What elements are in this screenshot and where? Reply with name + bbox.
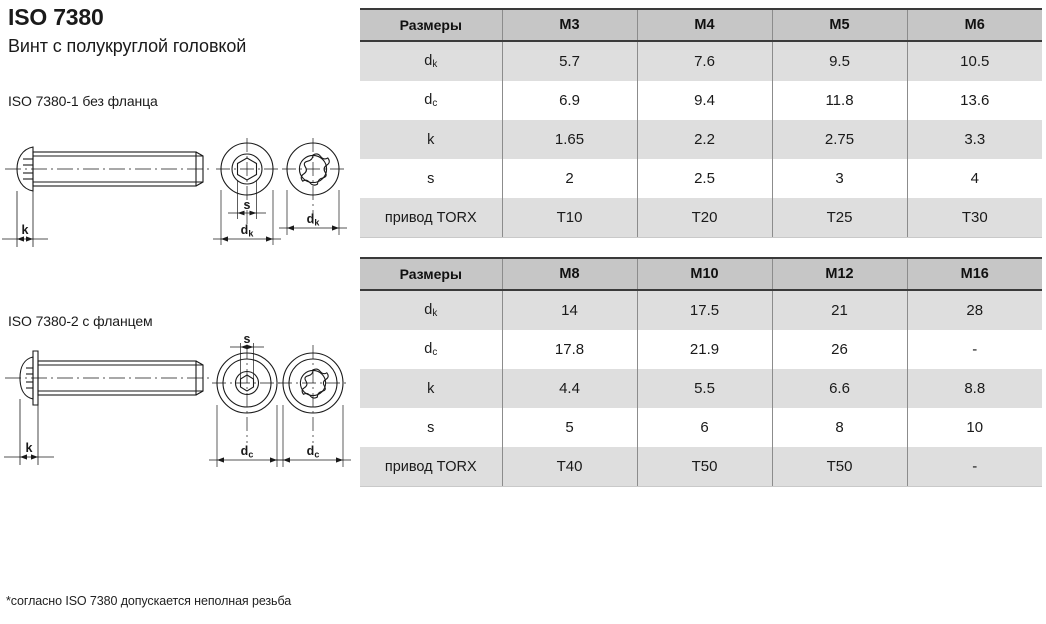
- page-title: ISO 7380: [8, 4, 104, 30]
- dimension-label-s: s: [244, 198, 251, 212]
- cell-value: 3: [771, 159, 907, 198]
- cell-value: T50: [771, 447, 907, 487]
- row-label-s: s: [360, 159, 502, 198]
- cell-value: T10: [501, 198, 637, 238]
- cell-value: 13.6: [906, 81, 1042, 120]
- cell-value: 10: [906, 408, 1042, 447]
- cell-value: 14: [501, 290, 637, 330]
- row-label-torx: привод TORX: [360, 447, 502, 487]
- cell-value: 4: [906, 159, 1042, 198]
- cell-value: 5.7: [501, 41, 637, 81]
- cell-value: 26: [771, 330, 907, 369]
- cell-value: 17.8: [501, 330, 637, 369]
- row-label-k: k: [360, 369, 502, 408]
- cell-value: 11.8: [771, 81, 907, 120]
- variant-caption-1: ISO 7380-1 без фланца: [8, 93, 158, 109]
- cell-value: 6: [636, 408, 772, 447]
- column-header-m10: M10: [636, 257, 772, 291]
- cell-value: 21.9: [636, 330, 772, 369]
- dimension-label-dc-2: dc: [307, 444, 320, 460]
- cell-value: 4.4: [501, 369, 637, 408]
- column-header-sizes: Размеры: [360, 8, 502, 42]
- column-header-m16: M16: [906, 257, 1042, 291]
- cell-value: 21: [771, 290, 907, 330]
- iso-7380-2-drawing: k s dc: [4, 335, 351, 467]
- dimension-label-dk-2: dk: [307, 212, 321, 228]
- cell-value: 9.5: [771, 41, 907, 81]
- left-panel: ISO 7380 Винт с полукруглой головкой ISO…: [0, 0, 355, 624]
- table-row: k 4.4 5.5 6.6 8.8: [360, 369, 1042, 408]
- cell-value: 2.75: [771, 120, 907, 159]
- sizes-table-m8-m16: Размеры M8 M10 M12 M16 dk 14 17.5 21 28 …: [360, 257, 1042, 487]
- cell-value: -: [906, 447, 1042, 487]
- table-row: dk 14 17.5 21 28: [360, 290, 1042, 330]
- cell-value: T40: [501, 447, 637, 487]
- table-header-row: Размеры M3 M4 M5 M6: [360, 8, 1042, 42]
- table-row: s 2 2.5 3 4: [360, 159, 1042, 198]
- cell-value: 8.8: [906, 369, 1042, 408]
- column-header-m12: M12: [771, 257, 907, 291]
- sizes-table-m3-m6: Размеры M3 M4 M5 M6 dk 5.7 7.6 9.5 10.5 …: [360, 8, 1042, 238]
- page-subtitle: Винт с полукруглой головкой: [8, 36, 247, 56]
- table-row: dc 6.9 9.4 11.8 13.6: [360, 81, 1042, 120]
- footnote: *согласно ISO 7380 допускается неполная …: [6, 594, 292, 608]
- cell-value: 17.5: [636, 290, 772, 330]
- cell-value: 6.9: [501, 81, 637, 120]
- table-row: dc 17.8 21.9 26 -: [360, 330, 1042, 369]
- table-row: dk 5.7 7.6 9.5 10.5: [360, 41, 1042, 81]
- row-label-dc: dc: [360, 330, 502, 369]
- row-label-dc: dc: [360, 81, 502, 120]
- table-header-row: Размеры M8 M10 M12 M16: [360, 257, 1042, 291]
- row-label-s: s: [360, 408, 502, 447]
- dimension-label-s-flanged: s: [244, 335, 251, 346]
- cell-value: 2.5: [636, 159, 772, 198]
- table-row: привод TORX T40 T50 T50 -: [360, 447, 1042, 487]
- table-row: k 1.65 2.2 2.75 3.3: [360, 120, 1042, 159]
- column-header-m5: M5: [771, 8, 907, 42]
- table-row: привод TORX T10 T20 T25 T30: [360, 198, 1042, 238]
- cell-value: 3.3: [906, 120, 1042, 159]
- cell-value: 5.5: [636, 369, 772, 408]
- column-header-m6: M6: [906, 8, 1042, 42]
- iso-7380-1-drawing: k s dk: [2, 138, 347, 247]
- cell-value: 7.6: [636, 41, 772, 81]
- column-header-m3: M3: [501, 8, 637, 42]
- row-label-dk: dk: [360, 41, 502, 81]
- cell-value: T50: [636, 447, 772, 487]
- table-row: s 5 6 8 10: [360, 408, 1042, 447]
- cell-value: 5: [501, 408, 637, 447]
- dimension-label-k: k: [22, 223, 29, 237]
- variant-caption-2: ISO 7380-2 с фланцем: [8, 313, 153, 329]
- cell-value: T20: [636, 198, 772, 238]
- cell-value: 8: [771, 408, 907, 447]
- row-label-torx: привод TORX: [360, 198, 502, 238]
- cell-value: 2: [501, 159, 637, 198]
- column-header-m8: M8: [501, 257, 637, 291]
- row-label-k: k: [360, 120, 502, 159]
- cell-value: 6.6: [771, 369, 907, 408]
- row-label-dk: dk: [360, 290, 502, 330]
- dimension-label-dk-1: dk: [241, 223, 255, 239]
- cell-value: 28: [906, 290, 1042, 330]
- cell-value: 10.5: [906, 41, 1042, 81]
- cell-value: T25: [771, 198, 907, 238]
- cell-value: -: [906, 330, 1042, 369]
- column-header-sizes: Размеры: [360, 257, 502, 291]
- cell-value: 9.4: [636, 81, 772, 120]
- column-header-m4: M4: [636, 8, 772, 42]
- cell-value: T30: [906, 198, 1042, 238]
- cell-value: 2.2: [636, 120, 772, 159]
- cell-value: 1.65: [501, 120, 637, 159]
- dimension-label-k-flanged: k: [26, 441, 33, 455]
- dimension-label-dc-1: dc: [241, 444, 254, 460]
